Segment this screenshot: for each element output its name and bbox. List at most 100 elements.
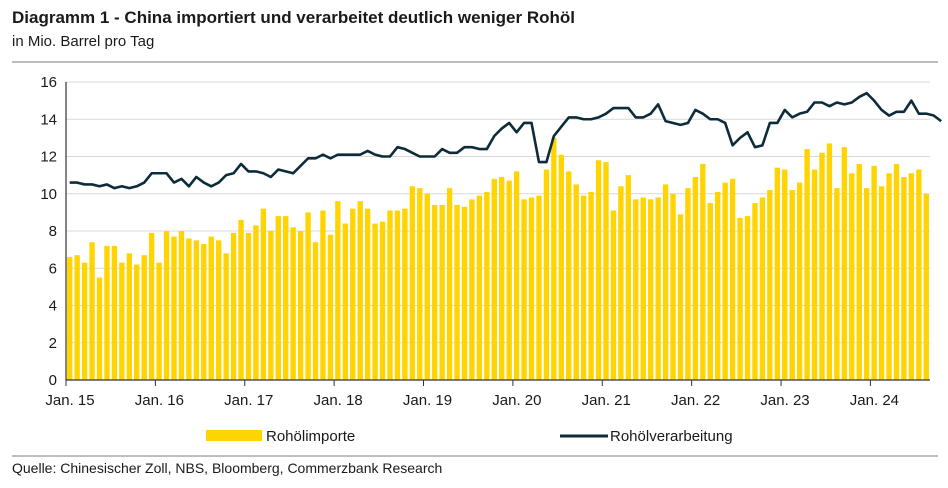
bar-rohoelimporte <box>216 240 222 380</box>
bar-rohoelimporte <box>253 225 259 380</box>
bar-rohoelimporte <box>677 214 684 380</box>
bar-rohoelimporte <box>186 238 192 380</box>
axes: 0 2 4 6 8 10 12 14 16 Jan. 15 Jan. 16 Jan. 17 Jan. 1… <box>40 74 930 409</box>
bar-rohoelimporte <box>67 257 73 380</box>
bar-rohoelimporte <box>506 180 512 380</box>
bar-rohoelimporte <box>387 210 393 380</box>
bar-rohoelimporte <box>193 240 200 380</box>
bar-rohoelimporte <box>528 197 535 380</box>
bar-rohoelimporte <box>618 186 624 380</box>
bar-rohoelimporte <box>178 231 185 380</box>
bar-rohoelimporte <box>722 182 728 380</box>
bar-rohoelimporte <box>752 203 758 380</box>
bar-rohoelimporte <box>260 208 267 380</box>
bar-rohoelimporte <box>893 163 900 380</box>
bar-rohoelimporte <box>81 262 88 380</box>
bar-rohoelimporte <box>923 193 929 380</box>
bar-rohoelimporte <box>469 199 475 380</box>
bar-rohoelimporte <box>283 216 289 380</box>
x-tick-label: Jan. 16 <box>135 392 184 409</box>
bar-rohoelimporte <box>856 163 862 380</box>
bar-rohoelimporte <box>394 210 401 380</box>
import-bars <box>67 137 929 381</box>
bar-rohoelimporte <box>305 212 311 381</box>
bar-rohoelimporte <box>886 173 892 380</box>
bar-rohoelimporte <box>633 199 639 380</box>
bar-rohoelimporte <box>417 188 423 380</box>
bar-rohoelimporte <box>715 191 721 380</box>
bar-rohoelimporte <box>357 201 363 380</box>
bar-rohoelimporte <box>275 216 281 380</box>
y-tick-label: 14 <box>40 111 57 128</box>
legend: Rohölimporte Rohölverarbeitung <box>206 428 733 445</box>
x-tick-label: Jan. 18 <box>314 392 363 409</box>
bar-rohoelimporte <box>700 163 706 380</box>
x-tick-label: Jan. 17 <box>224 392 273 409</box>
bar-rohoelimporte <box>625 175 632 381</box>
bar-rohoelimporte <box>320 210 326 380</box>
bar-rohoelimporte <box>208 236 214 380</box>
bar-rohoelimporte <box>126 253 132 380</box>
chart-canvas: 0 2 4 6 8 10 12 14 16 Jan. 15 Jan. 16 Jan. 17 Jan. 1… <box>40 74 942 445</box>
bar-rohoelimporte <box>364 208 371 380</box>
x-tick-label: Jan. 23 <box>760 392 809 409</box>
bar-rohoelimporte <box>774 167 780 380</box>
bar-rohoelimporte <box>74 255 80 380</box>
bar-rohoelimporte <box>834 188 840 380</box>
bar-rohoelimporte <box>566 171 572 380</box>
y-tick-label: 4 <box>49 298 57 315</box>
legend-swatch-rohoelimporte <box>206 430 262 441</box>
bar-rohoelimporte <box>521 199 527 380</box>
x-tick-label: Jan. 15 <box>45 392 94 409</box>
y-tick-label: 0 <box>49 372 57 389</box>
bar-rohoelimporte <box>737 217 743 380</box>
legend-label-rohoelverarbeitung: Rohölverarbeitung <box>610 428 733 445</box>
bar-rohoelimporte <box>580 195 587 380</box>
x-tick-label: Jan. 19 <box>403 392 452 409</box>
y-tick-label: 12 <box>40 149 57 166</box>
bar-rohoelimporte <box>230 232 237 380</box>
bar-rohoelimporte <box>640 197 646 380</box>
bar-rohoelimporte <box>648 199 654 380</box>
x-tick-label: Jan. 22 <box>671 392 720 409</box>
bar-rohoelimporte <box>104 245 110 380</box>
bar-rohoelimporte <box>350 208 356 380</box>
top-divider <box>12 61 938 63</box>
bar-rohoelimporte <box>245 232 252 380</box>
bar-rohoelimporte <box>141 255 147 380</box>
bar-rohoelimporte <box>864 188 870 380</box>
x-tick-label: Jan. 20 <box>492 392 541 409</box>
bottom-divider <box>12 455 938 457</box>
bar-rohoelimporte <box>558 154 564 380</box>
bar-rohoelimporte <box>119 262 125 380</box>
bar-rohoelimporte <box>499 176 505 380</box>
bar-rohoelimporte <box>297 231 304 380</box>
bar-rohoelimporte <box>171 236 177 380</box>
x-tick-label: Jan. 21 <box>582 392 631 409</box>
bar-rohoelimporte <box>409 186 416 380</box>
bar-rohoelimporte <box>767 190 773 380</box>
y-tick-label: 10 <box>40 186 57 203</box>
x-tick-label: Jan. 24 <box>850 392 899 409</box>
bar-rohoelimporte <box>662 184 669 380</box>
bar-rohoelimporte <box>655 197 661 380</box>
bar-rohoelimporte <box>729 178 736 380</box>
bar-rohoelimporte <box>707 203 713 380</box>
refining-line-group <box>69 91 942 190</box>
bar-rohoelimporte <box>312 242 319 380</box>
bar-rohoelimporte <box>148 232 155 380</box>
bar-rohoelimporte <box>446 188 453 380</box>
bar-rohoelimporte <box>89 242 95 380</box>
bar-rohoelimporte <box>908 173 915 380</box>
bar-rohoelimporte <box>543 169 550 380</box>
bar-rohoelimporte <box>379 221 386 380</box>
bar-rohoelimporte <box>603 162 609 380</box>
y-tick-label: 8 <box>49 223 57 240</box>
bar-rohoelimporte <box>96 277 103 380</box>
bar-rohoelimporte <box>342 223 348 380</box>
bar-rohoelimporte <box>841 147 848 380</box>
bar-rohoelimporte <box>685 188 691 380</box>
bar-rohoelimporte <box>789 190 795 380</box>
bar-rohoelimporte <box>335 201 341 380</box>
bar-rohoelimporte <box>849 173 855 380</box>
